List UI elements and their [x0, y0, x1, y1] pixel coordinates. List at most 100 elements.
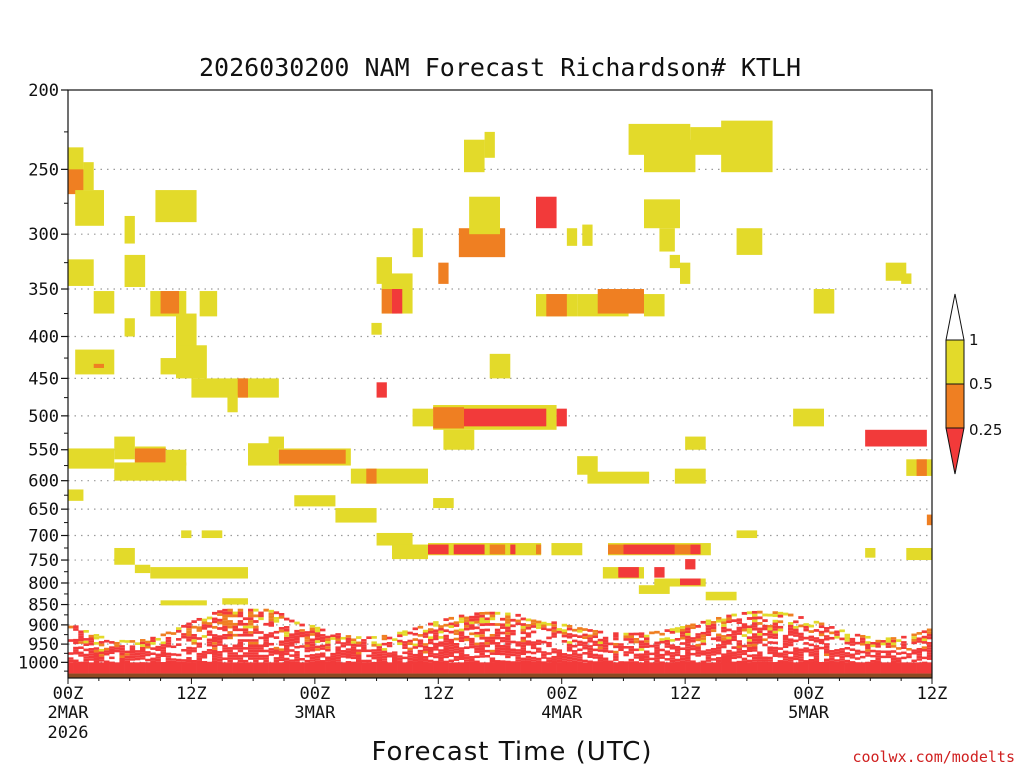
pbl-cell-1021: [551, 626, 557, 630]
pbl-cell-564: [340, 644, 347, 648]
pbl-surface-1344: [716, 662, 722, 674]
pbl-surface-830: [469, 662, 475, 674]
pbl-cell-1388: [736, 626, 743, 630]
pbl-cell-1591: [813, 660, 820, 663]
pbl-cell-876: [489, 623, 496, 626]
pbl-cell-907: [500, 650, 506, 653]
pbl-cell-1335: [716, 636, 722, 639]
pbl-cell-1456: [757, 656, 763, 660]
pbl-cell-762: [443, 655, 449, 659]
pbl-surface-91: [119, 662, 125, 674]
pbl-cell-901: [500, 626, 506, 629]
pbl-cell-1652: [849, 640, 856, 644]
pbl-cell-1432: [752, 627, 758, 631]
pbl-surface-951: [515, 662, 521, 674]
pbl-cell-345: [248, 608, 254, 612]
pbl-cell-681: [412, 632, 419, 636]
pbl-cell-1450: [757, 633, 763, 636]
pbl-cell-645: [386, 654, 393, 658]
pbl-cell-86: [119, 650, 125, 653]
pbl-cell-1431: [752, 625, 758, 628]
pbl-cell-225: [201, 635, 208, 638]
pbl-surface-1701: [880, 662, 887, 674]
pbl-cell-713: [428, 628, 434, 631]
pbl-cell-1142: [613, 645, 619, 649]
pbl-cell-627: [376, 656, 383, 659]
pbl-cell-192: [186, 638, 192, 642]
pbl-cell-315: [232, 657, 239, 660]
pbl-cell-1692: [875, 652, 881, 656]
pbl-cell-375: [253, 654, 259, 658]
pbl-cell-335: [242, 625, 249, 629]
pbl-cell-1063: [572, 628, 578, 632]
pbl-cell-1017: [546, 659, 552, 663]
ri-cell-56: [484, 131, 495, 158]
pbl-cell-1120: [597, 654, 604, 657]
pbl-cell-1684: [870, 649, 876, 653]
pbl-cell-1401: [741, 623, 748, 627]
pbl-cell-1307: [700, 652, 707, 656]
pbl-cell-79: [114, 644, 120, 648]
pbl-cell-116: [140, 646, 146, 650]
pbl-cell-1315: [705, 633, 712, 637]
ri-cell-49: [376, 257, 392, 284]
pbl-cell-1224: [664, 629, 671, 632]
ri-cell-113: [685, 559, 696, 570]
pbl-cell-1340: [716, 651, 722, 655]
pbl-cell-697: [417, 654, 424, 658]
pbl-cell-992: [536, 623, 542, 627]
pbl-cell-189: [186, 630, 192, 634]
pbl-cell-932: [510, 629, 516, 633]
pbl-cell-798: [458, 647, 465, 650]
pbl-surface-137: [150, 662, 156, 674]
pbl-surface-464: [289, 662, 295, 674]
pbl-cell-92: [124, 640, 131, 643]
pbl-cell-967: [525, 618, 532, 622]
pbl-surface-112: [134, 662, 141, 674]
pbl-cell-1378: [731, 635, 737, 639]
pbl-cell-493: [304, 654, 311, 658]
pbl-cell-1360: [726, 614, 732, 618]
pbl-cell-440: [284, 626, 290, 629]
pbl-cell-1145: [613, 655, 619, 659]
ri-cell-19: [242, 378, 279, 398]
pbl-cell-1503: [777, 620, 784, 624]
pbl-cell-1208: [654, 646, 660, 650]
pbl-cell-132: [150, 642, 156, 645]
pbl-cell-776: [448, 659, 455, 663]
ri-cell-44: [392, 544, 428, 560]
pbl-cell-384: [258, 644, 264, 648]
pbl-cell-952: [520, 617, 527, 621]
ri-cell-5: [155, 190, 197, 223]
pbl-cell-366: [253, 625, 259, 629]
ri-cell-93: [916, 459, 927, 476]
pbl-surface-45: [88, 662, 95, 674]
pbl-cell-413: [268, 653, 275, 656]
pbl-cell-1674: [865, 641, 871, 644]
pbl-cell-355: [248, 641, 254, 645]
pbl-cell-1740: [911, 649, 917, 652]
pbl-cell-783: [453, 643, 460, 646]
pbl-cell-1683: [870, 644, 876, 648]
pbl-cell-1046: [561, 655, 568, 659]
pbl-surface-332: [237, 662, 244, 674]
pbl-cell-246: [212, 625, 218, 629]
pbl-cell-1317: [705, 651, 712, 655]
pbl-cell-296: [227, 633, 233, 637]
pbl-cell-1217: [659, 638, 665, 641]
pbl-cell-617: [371, 651, 377, 655]
pbl-cell-472: [294, 651, 300, 654]
pbl-cell-1146: [613, 658, 619, 661]
pbl-cell-36: [88, 634, 95, 638]
pbl-cell-1420: [746, 646, 753, 650]
pbl-surface-966: [520, 662, 527, 674]
pbl-cell-748: [438, 659, 444, 662]
pbl-cell-326: [237, 644, 244, 648]
ri-cell-75: [721, 120, 773, 173]
pbl-surface-154: [160, 662, 167, 674]
pbl-cell-190: [186, 633, 192, 637]
pbl-cell-105: [129, 658, 136, 661]
pbl-cell-631: [381, 634, 388, 638]
pbl-cell-83: [119, 639, 125, 643]
pbl-cell-838: [474, 642, 480, 646]
